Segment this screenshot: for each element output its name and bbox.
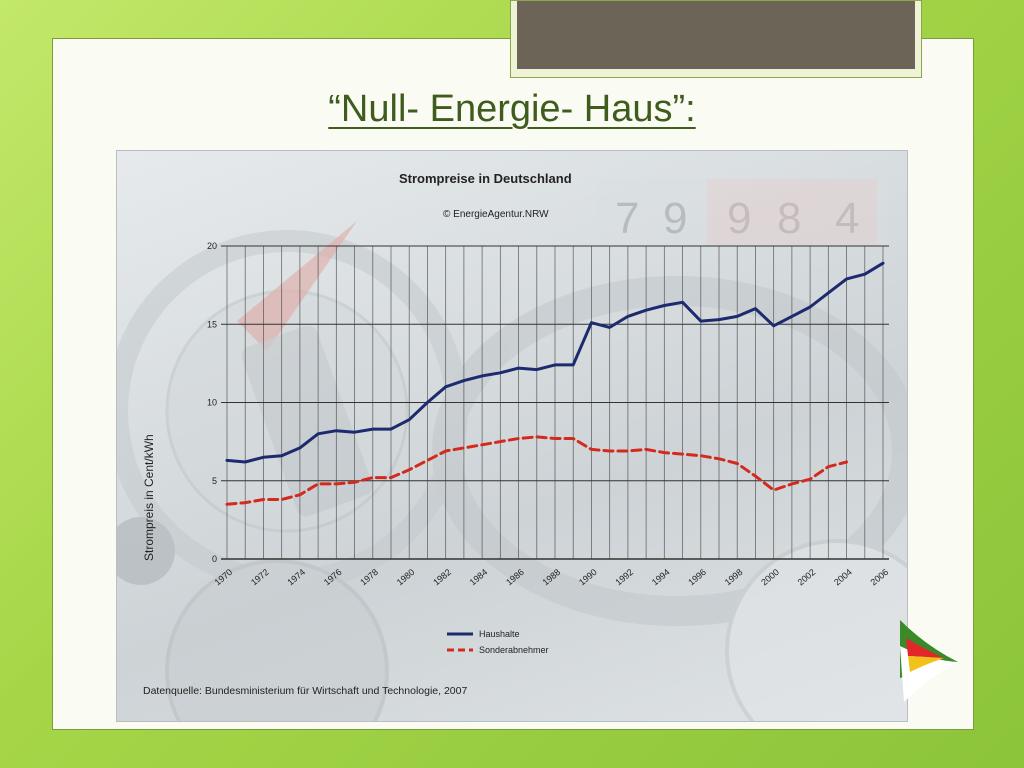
chart-series (225, 261, 885, 506)
x-tick-label: 1998 (723, 567, 745, 588)
chart-title: Strompreise in Deutschland (399, 171, 572, 186)
x-tick-label: 1984 (468, 567, 490, 588)
chart-source: Datenquelle: Bundesministerium für Wirts… (143, 685, 467, 697)
series-line-sonderabnehmer (225, 435, 849, 506)
x-tick-label: 1996 (686, 567, 708, 588)
counter-digit-3: 9 (727, 194, 751, 243)
y-axis-label: Strompreis in Cent/kWh (142, 434, 156, 561)
y-tick-label: 10 (207, 398, 217, 408)
x-tick-label: 1982 (431, 567, 453, 588)
y-tick-label: 0 (212, 554, 217, 564)
chart-svg: 7 9 9 8 4 Strompreise in Deutschland © E… (117, 171, 907, 721)
legend-label-haushalte: Haushalte (479, 629, 520, 639)
counter-digit-1: 7 (615, 194, 639, 243)
chart-grid (221, 245, 889, 560)
series-line-haushalte (225, 261, 885, 464)
legend-label-sonderabnehmer: Sonderabnehmer (479, 645, 549, 655)
x-tick-label: 1992 (613, 567, 635, 588)
x-tick-label: 1980 (395, 567, 417, 588)
background-decoration: 7 9 9 8 4 (117, 179, 907, 721)
chart-copyright: © EnergieAgentur.NRW (443, 209, 549, 220)
y-tick-label: 20 (207, 241, 217, 251)
x-tick-label: 1994 (650, 567, 672, 588)
slide-title: “Null- Energie- Haus”: (328, 88, 696, 130)
counter-digit-5: 4 (835, 194, 859, 243)
counter-digit-4: 8 (777, 194, 801, 243)
y-axis-ticks: 0 5 10 15 20 (207, 241, 217, 564)
title-tab-panel (517, 1, 915, 69)
counter-digits: 7 9 9 8 4 (597, 179, 887, 245)
title-tab (510, 0, 922, 78)
y-tick-label: 15 (207, 319, 217, 329)
counter-digit-2: 9 (663, 194, 687, 243)
y-tick-label: 5 (212, 476, 217, 486)
chart-image: 7 9 9 8 4 Strompreise in Deutschland © E… (116, 150, 908, 722)
decorative-arrow-graphic (900, 620, 958, 702)
chart-legend: Haushalte Sonderabnehmer (447, 629, 549, 655)
